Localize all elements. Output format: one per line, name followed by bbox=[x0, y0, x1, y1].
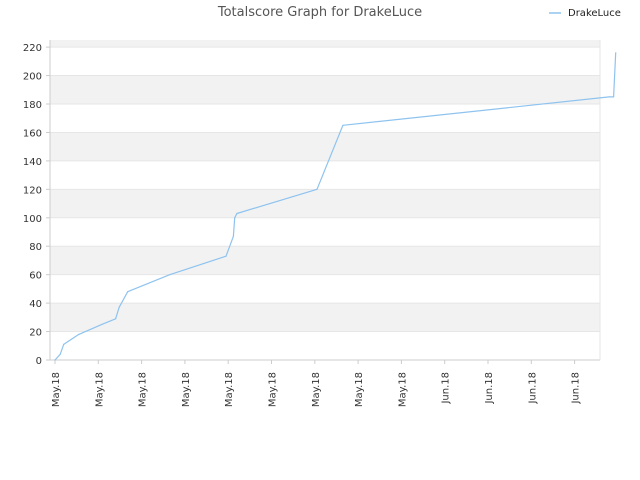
data-point bbox=[615, 52, 617, 54]
data-point bbox=[232, 235, 234, 237]
x-tick-label: May.18 bbox=[94, 372, 105, 407]
y-tick-label: 100 bbox=[23, 214, 42, 225]
y-tick-label: 160 bbox=[23, 128, 42, 139]
y-tick-label: 120 bbox=[23, 185, 42, 196]
y-tick-label: 140 bbox=[23, 157, 42, 168]
data-point bbox=[101, 323, 103, 326]
y-tick-label: 180 bbox=[23, 100, 42, 111]
grid-band bbox=[50, 40, 600, 48]
data-point bbox=[236, 212, 238, 215]
x-tick-labels: May.18 May.18 May.18 May.18 May.18 May.18 May.… bbox=[51, 360, 582, 407]
legend: DrakeLuce bbox=[549, 8, 621, 19]
data-point bbox=[67, 340, 69, 343]
grid-band bbox=[50, 132, 600, 161]
x-tick-label: May.18 bbox=[268, 372, 279, 407]
data-point bbox=[115, 318, 117, 320]
grid-band bbox=[50, 246, 600, 275]
x-tick-label: May.18 bbox=[181, 372, 192, 407]
x-tick-label: May.18 bbox=[311, 372, 322, 407]
gridlines bbox=[50, 46, 600, 361]
data-point bbox=[316, 188, 318, 190]
data-point bbox=[225, 255, 227, 257]
grid-band bbox=[50, 189, 600, 218]
data-point bbox=[169, 274, 171, 276]
x-tick-label: Jun.18 bbox=[527, 372, 538, 405]
data-point bbox=[118, 306, 120, 308]
y-tick-label: 220 bbox=[23, 43, 42, 54]
data-point bbox=[54, 359, 56, 361]
x-tick-label: Jun.18 bbox=[484, 372, 495, 405]
data-point bbox=[608, 96, 610, 98]
data-point bbox=[612, 96, 615, 98]
y-tick-label: 40 bbox=[29, 299, 42, 310]
x-tick-label: Jun.18 bbox=[571, 372, 582, 405]
series-layer bbox=[54, 52, 617, 361]
background-bands bbox=[50, 40, 600, 360]
data-point bbox=[342, 124, 344, 126]
data-point bbox=[59, 353, 61, 355]
y-tick-labels: 0 20 40 60 80 100 120 140 160 180 200 220 bbox=[23, 43, 50, 367]
y-tick-label: 80 bbox=[29, 242, 42, 253]
legend-label-drakeluce: DrakeLuce bbox=[568, 8, 621, 19]
chart-title: Totalscore Graph for DrakeLuce bbox=[217, 5, 422, 20]
x-tick-label: May.18 bbox=[224, 372, 235, 407]
grid-band bbox=[50, 75, 600, 104]
y-tick-label: 0 bbox=[36, 356, 42, 367]
data-point bbox=[234, 217, 236, 219]
grid-band bbox=[50, 303, 600, 332]
y-tick-label: 20 bbox=[29, 328, 42, 339]
x-tick-label: Jun.18 bbox=[441, 372, 452, 405]
data-point bbox=[63, 343, 65, 345]
x-tick-label: May.18 bbox=[397, 372, 408, 407]
y-tick-label: 200 bbox=[23, 72, 42, 83]
data-point bbox=[78, 333, 80, 335]
y-tick-label: 60 bbox=[29, 271, 42, 282]
x-tick-label: May.18 bbox=[354, 372, 365, 407]
x-tick-label: May.18 bbox=[51, 372, 62, 407]
x-tick-label: May.18 bbox=[138, 372, 149, 407]
data-point bbox=[127, 291, 129, 293]
